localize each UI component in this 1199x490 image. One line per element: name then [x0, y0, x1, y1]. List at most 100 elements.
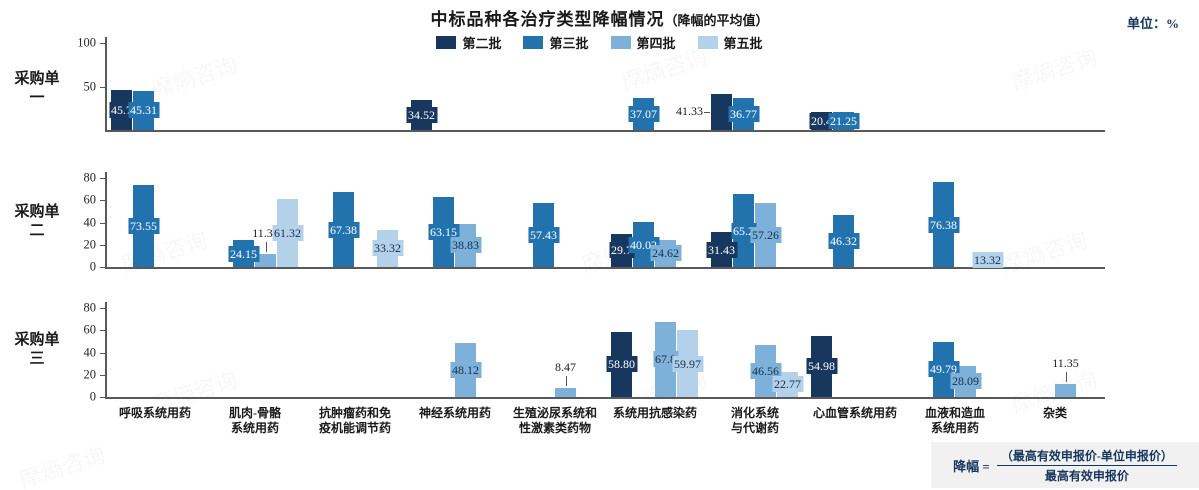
leader-line: [265, 242, 267, 253]
bar-value-label: 31.43: [706, 241, 737, 258]
y-tick-label: 60: [83, 322, 97, 337]
y-axis-tick: [100, 222, 105, 224]
y-axis-tick: [100, 267, 105, 268]
bar-value-label: 57.43: [528, 227, 559, 244]
bar-value-label: 46.56: [750, 363, 781, 380]
bar-value-label: 57.26: [750, 227, 781, 244]
bar: [1055, 384, 1076, 397]
y-tick-label: 40: [83, 215, 97, 229]
bar-value-label: 61.32: [272, 224, 303, 241]
y-tick-label: 80: [83, 170, 97, 185]
y-axis-tick: [100, 178, 105, 179]
legend-swatch-icon: [697, 36, 718, 49]
row-label: 采购单 三: [14, 332, 60, 367]
x-axis-label: 心血管系统用药: [812, 406, 897, 420]
y-tick-label: 0: [89, 259, 96, 274]
bar-value-label: 45.7: [109, 102, 134, 119]
formula-fraction: （最高有效申报价-单位申报价） 最高有效申报价: [996, 447, 1177, 484]
bar: [555, 387, 576, 397]
x-axis-label: 生殖泌尿系统和 性激素类药物: [512, 406, 597, 435]
y-tick-label: 40: [83, 345, 97, 359]
legend-item: 第三批: [523, 33, 589, 52]
y-tick-label: 20: [83, 367, 97, 382]
watermark: 摩熵咨询: [16, 441, 109, 490]
bar-value-label: 46.32: [828, 233, 859, 250]
bar-value-label: 48.12: [450, 362, 481, 379]
bar-value-label: 24.15: [228, 245, 259, 262]
leader-line: [1065, 372, 1067, 383]
bar-value-label: 29.7: [609, 242, 634, 259]
legend-label: 第三批: [549, 36, 589, 51]
leader-line: [704, 112, 710, 114]
row-label: 采购单 一: [14, 71, 60, 106]
x-axis-label: 肌肉-骨骼 系统用药: [229, 406, 281, 435]
bar-value-label: 41.33: [676, 104, 703, 119]
bar-value-label: 58.80: [606, 356, 637, 373]
leader-line: [565, 375, 567, 386]
bar-value-label: 36.77: [728, 106, 759, 122]
x-axis-label: 神经系统用药: [418, 406, 491, 420]
x-axis-label: 消化系统 与代谢药: [730, 406, 779, 435]
chart-title-wrap: 中标品种各治疗类型降幅情况（降幅的平均值）: [0, 5, 1199, 30]
x-axis-line: [105, 397, 1105, 399]
bar-value-label: 67.38: [328, 221, 359, 238]
bar-value-label: 28.09: [950, 373, 981, 390]
row-label: 采购单 二: [14, 204, 60, 239]
x-axis-label: 呼吸系统用药: [118, 406, 191, 420]
x-axis-line: [105, 130, 1105, 132]
y-tick-label: 50: [83, 79, 97, 93]
x-axis-label: 杂类: [1042, 406, 1067, 420]
y-tick-label: 0: [89, 389, 96, 404]
chart-title-note: （降幅的平均值）: [664, 13, 769, 28]
y-axis-line: [105, 172, 107, 267]
x-axis-label: 血液和造血 系统用药: [924, 406, 985, 435]
formula-numerator: （最高有效申报价-单位申报价）: [996, 447, 1177, 466]
bar-value-label: 13.32: [972, 251, 1003, 268]
bar-value-label: 59.97: [672, 355, 703, 372]
formula-box: 降幅 = （最高有效申报价-单位申报价） 最高有效申报价: [931, 442, 1199, 488]
bar-value-label: 38.83: [450, 237, 481, 254]
bar-value-label: 20.4: [809, 113, 834, 130]
bar-value-label: 33.32: [372, 240, 403, 257]
bar: [711, 94, 732, 130]
y-axis-tick: [100, 43, 105, 44]
y-axis-tick: [100, 86, 105, 88]
bar-value-label: 37.07: [628, 105, 659, 122]
y-axis-line: [105, 302, 107, 397]
legend-swatch-icon: [523, 36, 544, 49]
y-tick-label: 80: [83, 300, 97, 315]
formula-prefix: 降幅 =: [953, 458, 990, 474]
bar-value-label: 11.35: [1052, 356, 1079, 371]
legend-item: 第四批: [610, 33, 676, 52]
legend-swatch-icon: [610, 36, 631, 49]
bar-value-label: 67.8: [653, 351, 678, 368]
y-axis-tick: [100, 374, 105, 376]
y-tick-label: 20: [83, 237, 97, 252]
x-axis-line: [105, 267, 1105, 269]
legend-item: 第二批: [436, 33, 501, 52]
bar-value-label: 21.25: [828, 112, 859, 129]
bar-value-label: 24.62: [650, 245, 681, 262]
x-axis-label: 抗肿瘤药和免 疫机能调节药: [318, 406, 391, 435]
y-axis-line: [105, 37, 107, 130]
chart-title: 中标品种各治疗类型降幅情况: [430, 10, 665, 29]
bar-value-label: 8.47: [555, 359, 576, 374]
bar-value-label: 73.55: [128, 218, 159, 235]
bar-value-label: 65.2: [731, 222, 756, 239]
chart-legend: 第二批 第三批 第四批 第五批: [0, 33, 1199, 52]
y-tick-label: 100: [77, 35, 96, 50]
bar: [255, 254, 276, 267]
legend-item: 第五批: [697, 33, 763, 52]
legend-swatch-icon: [436, 36, 457, 49]
y-axis-tick: [100, 200, 105, 202]
bar-value-label: 54.98: [806, 358, 837, 375]
watermark: 摩熵咨询: [148, 51, 241, 103]
watermark: 摩熵咨询: [998, 226, 1091, 278]
y-axis-tick: [100, 330, 105, 332]
bar-value-label: 45.31: [128, 102, 159, 119]
bar-value-label: 76.38: [928, 216, 959, 233]
bar-value-label: 49.79: [928, 361, 959, 378]
bar-value-label: 22.77: [772, 376, 803, 393]
legend-label: 第四批: [636, 36, 676, 51]
formula-denominator: 最高有效申报价: [1044, 468, 1129, 483]
